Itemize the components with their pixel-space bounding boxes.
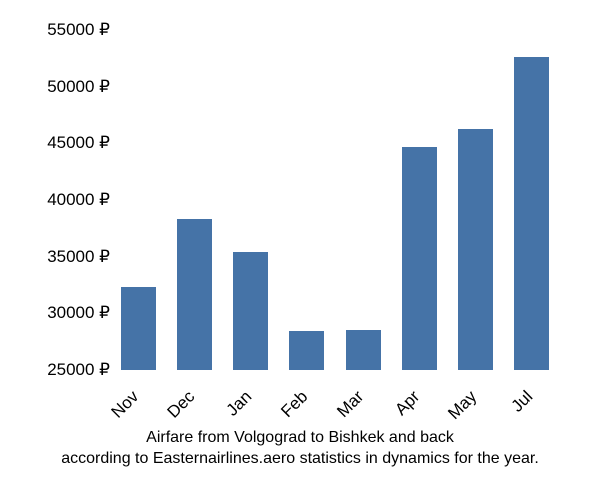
caption-line-1: Airfare from Volgograd to Bishkek and ba…	[146, 429, 454, 446]
bar	[177, 219, 212, 370]
chart-caption: Airfare from Volgograd to Bishkek and ba…	[20, 427, 580, 470]
bar	[346, 330, 381, 370]
y-tick-label: 55000 ₽	[47, 20, 110, 40]
caption-line-2: according to Easternairlines.aero statis…	[61, 450, 539, 467]
y-tick-label: 45000 ₽	[47, 133, 110, 153]
x-tick-label: Feb	[298, 387, 312, 401]
bar	[514, 57, 549, 370]
x-tick-label: Apr	[410, 387, 424, 401]
bar	[121, 287, 156, 370]
x-tick-label: Jan	[242, 387, 256, 401]
x-tick-label: May	[467, 387, 481, 401]
x-tick-label: Dec	[185, 387, 199, 401]
x-tick-label: Nov	[129, 387, 143, 401]
bar	[402, 147, 437, 370]
y-tick-label: 50000 ₽	[47, 77, 110, 97]
x-tick-label: Mar	[354, 387, 368, 401]
y-tick-label: 30000 ₽	[47, 303, 110, 323]
x-tick-label: Jul	[523, 387, 537, 401]
bar	[289, 331, 324, 370]
plot-area	[110, 30, 560, 370]
y-tick-label: 35000 ₽	[47, 247, 110, 267]
y-tick-label: 40000 ₽	[47, 190, 110, 210]
bar	[233, 252, 268, 370]
y-tick-label: 25000 ₽	[47, 360, 110, 380]
bar	[458, 129, 493, 370]
chart-container: Airfare from Volgograd to Bishkek and ba…	[20, 20, 580, 480]
